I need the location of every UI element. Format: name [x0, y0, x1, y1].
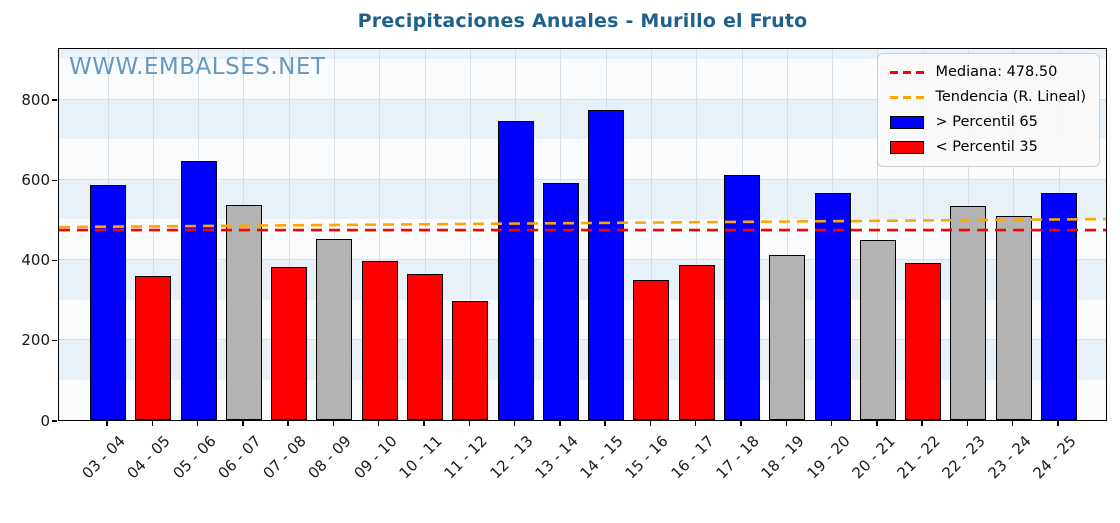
gridline-horizontal — [59, 259, 1106, 261]
bar-14-15 — [588, 110, 625, 420]
x-tick-mark — [242, 421, 244, 426]
legend-swatch-sample — [890, 115, 925, 129]
y-tick-mark — [52, 179, 57, 182]
gridline-vertical — [424, 49, 426, 420]
x-tick-mark — [695, 421, 697, 426]
reference-lines — [59, 217, 1106, 232]
gridline-vertical — [469, 49, 471, 420]
x-tick-mark — [287, 421, 289, 426]
bar-23-24 — [995, 216, 1032, 420]
legend-swatch-sample — [890, 140, 925, 154]
bar-16-17 — [678, 265, 715, 420]
x-tick-mark — [649, 421, 652, 426]
bar-11-12 — [452, 300, 489, 420]
x-tick-label: 24 - 25 — [1029, 432, 1080, 483]
x-tick-mark — [513, 421, 516, 426]
background-band — [59, 49, 1106, 60]
x-tick-mark — [921, 421, 923, 426]
gridline-vertical — [152, 49, 154, 420]
x-tick-mark — [559, 421, 561, 426]
bar-18-19 — [769, 254, 806, 420]
x-tick-mark — [966, 421, 969, 426]
y-tick-label: 400 — [21, 251, 50, 270]
x-tick-mark — [378, 421, 380, 426]
legend-line-sample — [890, 95, 925, 99]
gridline-vertical — [288, 49, 290, 420]
x-tick-mark — [332, 421, 335, 426]
x-tick-mark — [106, 421, 108, 426]
bar-06-07 — [225, 205, 262, 420]
chart-title: Precipitaciones Anuales - Murillo el Fru… — [357, 10, 808, 32]
x-tick-mark — [604, 421, 606, 426]
gridline-vertical — [650, 49, 652, 420]
gridline-horizontal — [59, 339, 1106, 341]
x-tick-mark — [1012, 421, 1014, 426]
bar-08-09 — [316, 238, 353, 420]
legend-label: Tendencia (R. Lineal) — [935, 89, 1086, 105]
gridline-horizontal — [59, 98, 1106, 100]
x-tick-mark — [740, 421, 742, 426]
x-tick-mark — [468, 421, 470, 426]
legend-item: < Percentil 35 — [890, 139, 1086, 155]
gridline-vertical — [877, 49, 879, 420]
chart-figure: Precipitaciones Anuales - Murillo el Fru… — [21, 10, 1107, 483]
legend-item: Tendencia (R. Lineal) — [890, 89, 1086, 105]
bar-03-04 — [90, 185, 126, 420]
y-tick-label: 800 — [21, 90, 50, 109]
y-tick-mark — [52, 420, 57, 422]
x-tick-mark — [830, 421, 833, 426]
bar-05-06 — [180, 161, 217, 420]
y-tick-mark — [52, 99, 57, 101]
watermark: WWW.EMBALSES.NET — [69, 54, 326, 80]
x-tick-mark — [785, 421, 787, 426]
bar-10-11 — [407, 273, 443, 420]
legend: Mediana: 478.50 Tendencia (R. Lineal) > Pe… — [877, 53, 1100, 167]
bar-17-18 — [724, 174, 760, 420]
bar-15-16 — [633, 279, 670, 420]
bar-20-21 — [859, 240, 896, 420]
legend-line-sample — [890, 70, 925, 74]
legend-item: > Percentil 65 — [890, 114, 1086, 130]
bar-07-08 — [271, 266, 308, 420]
x-tick-mark — [876, 421, 878, 426]
bar-09-10 — [361, 261, 398, 420]
gridline-vertical — [786, 49, 788, 420]
gridline-horizontal — [59, 178, 1106, 180]
y-tick-mark — [52, 259, 57, 262]
gridline-vertical — [333, 49, 335, 420]
gridline-vertical — [922, 49, 924, 420]
bar-22-23 — [950, 205, 987, 420]
legend-label: > Percentil 65 — [935, 114, 1038, 130]
bar-04-05 — [135, 275, 172, 420]
y-tick-label: 600 — [21, 170, 50, 189]
legend-label: Mediana: 478.50 — [935, 64, 1058, 80]
gridline-vertical — [379, 49, 381, 420]
x-tick-mark — [1057, 421, 1059, 426]
y-tick-mark — [52, 340, 57, 342]
gridline-vertical — [696, 49, 698, 420]
y-tick-label: 200 — [21, 331, 50, 350]
trend-line — [59, 217, 1106, 229]
x-tick-mark — [151, 421, 153, 426]
legend-item: Mediana: 478.50 — [890, 64, 1086, 80]
bar-21-22 — [905, 262, 942, 420]
x-tick-mark — [196, 421, 199, 426]
legend-label: < Percentil 35 — [935, 139, 1038, 155]
x-tick-mark — [423, 421, 425, 426]
y-tick-label: 0 — [40, 411, 50, 430]
bar-12-13 — [497, 121, 534, 420]
